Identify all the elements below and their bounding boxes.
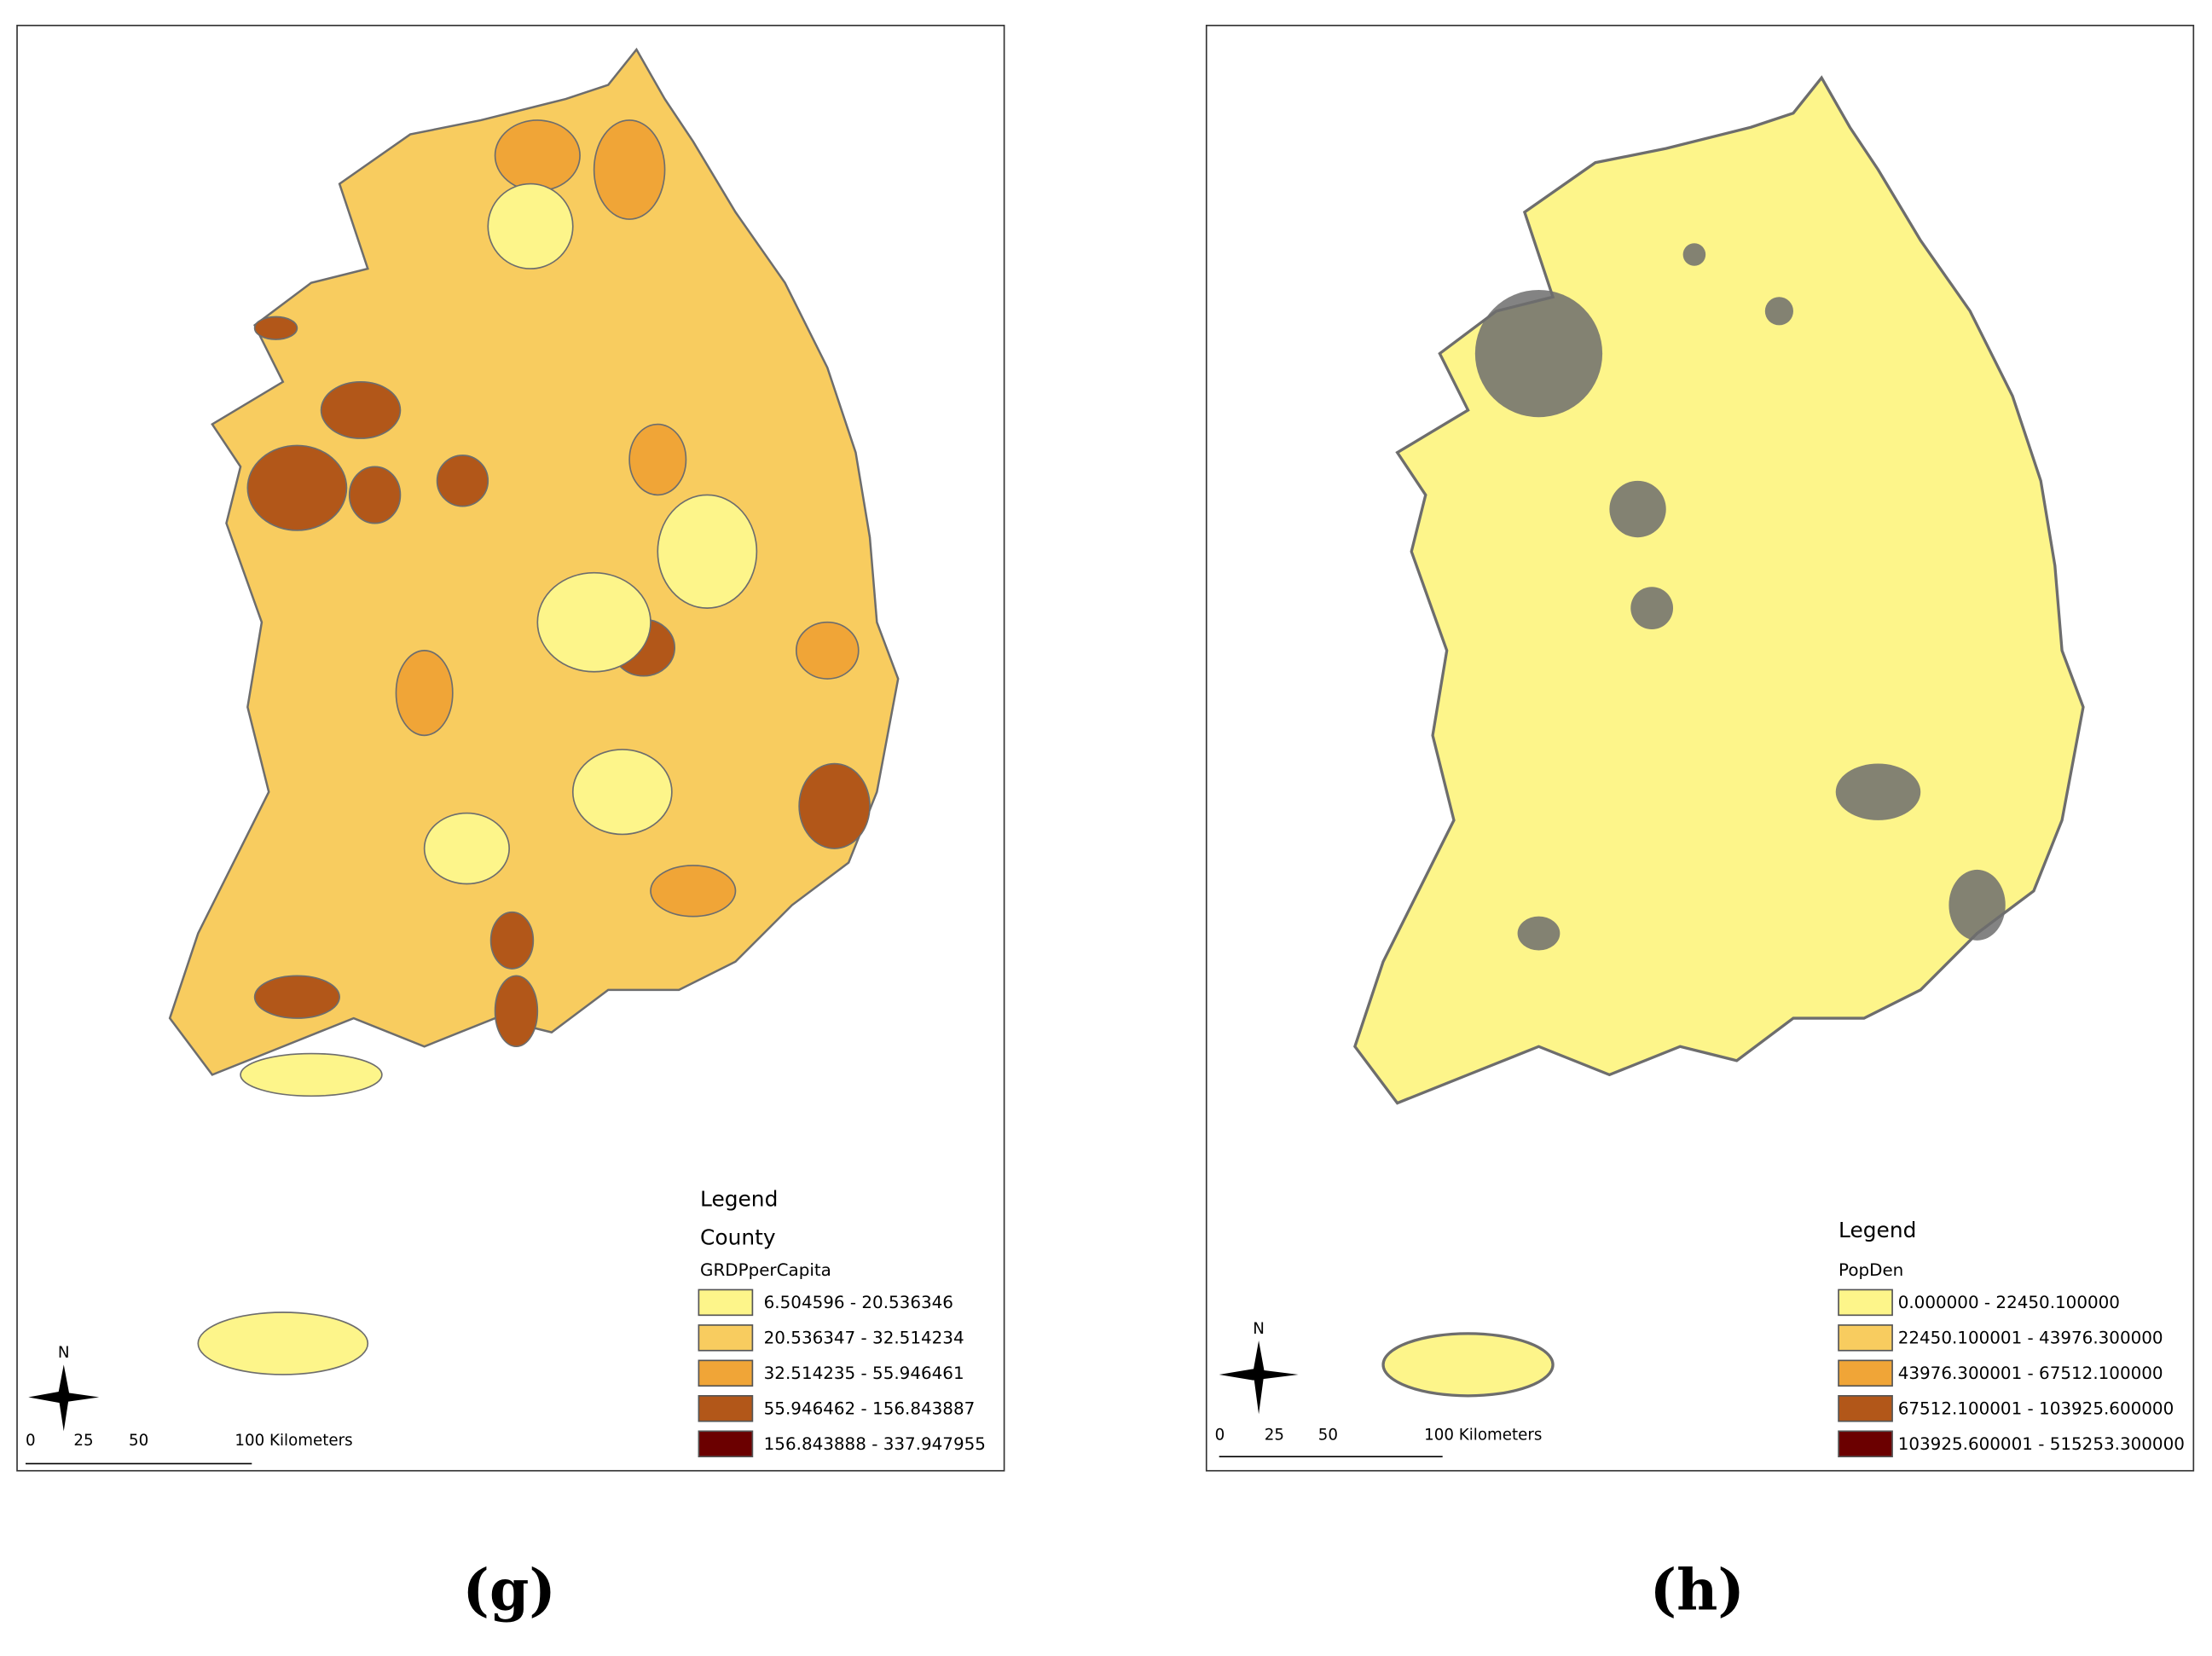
scale-bar: 0 25 50 100 Kilometers bbox=[1215, 1426, 1542, 1457]
legend-label: 103925.600001 - 515253.300000 bbox=[1898, 1434, 2185, 1454]
legend-label: 156.843888 - 337.947955 bbox=[764, 1434, 986, 1454]
scale-label: 50 bbox=[1318, 1426, 1338, 1444]
legend-layer: County bbox=[700, 1225, 776, 1249]
map-regions bbox=[395, 119, 860, 918]
scale-label: 25 bbox=[73, 1432, 93, 1450]
legend-swatch bbox=[698, 1288, 754, 1317]
scale-label: 0 bbox=[1215, 1426, 1225, 1444]
panel-label: (g) bbox=[463, 1556, 556, 1623]
legend-label: 67512.100001 - 103925.600000 bbox=[1898, 1398, 2174, 1418]
north-arrow: N bbox=[28, 1344, 100, 1432]
legend-swatch bbox=[698, 1430, 754, 1457]
legend-title: Legend bbox=[1839, 1218, 1916, 1242]
legend-label: 22450.100001 - 43976.300000 bbox=[1898, 1328, 2163, 1347]
legend: 0.000000 - 22450.100000 22450.100001 - 43… bbox=[1838, 1288, 2185, 1457]
map-regions bbox=[240, 182, 758, 1097]
legend-label: 55.946462 - 156.843887 bbox=[764, 1398, 976, 1418]
jeju-island bbox=[1381, 1332, 1555, 1398]
scale-label: 0 bbox=[26, 1432, 36, 1450]
legend-label: 43976.300001 - 67512.100000 bbox=[1898, 1364, 2163, 1383]
panel-label: (h) bbox=[1650, 1556, 1745, 1623]
legend-swatch bbox=[1838, 1359, 1893, 1387]
legend-swatch bbox=[698, 1359, 754, 1387]
legend-label: 0.000000 - 22450.100000 bbox=[1898, 1293, 2120, 1312]
legend-swatch bbox=[698, 1324, 754, 1352]
scale-label: 100 Kilometers bbox=[1424, 1426, 1542, 1444]
legend-swatch bbox=[1838, 1430, 1893, 1457]
legend-field: GRDPperCapita bbox=[700, 1260, 831, 1280]
north-label: N bbox=[1253, 1320, 1265, 1338]
jeju-island bbox=[197, 1311, 369, 1375]
legend-swatch bbox=[1838, 1324, 1893, 1352]
legend-swatch bbox=[1838, 1395, 1893, 1422]
scale-label: 100 Kilometers bbox=[235, 1432, 352, 1450]
legend-field: PopDen bbox=[1839, 1260, 1903, 1280]
legend-label: 20.536347 - 32.514234 bbox=[764, 1328, 964, 1347]
scale-label: 50 bbox=[129, 1432, 148, 1450]
north-arrow: N bbox=[1219, 1320, 1299, 1415]
legend-swatch bbox=[698, 1395, 754, 1422]
legend: 6.504596 - 20.536346 20.536347 - 32.51423… bbox=[698, 1288, 986, 1457]
north-label: N bbox=[58, 1344, 70, 1362]
legend-label: 32.514235 - 55.946461 bbox=[764, 1364, 964, 1383]
legend-swatch bbox=[1838, 1288, 1893, 1317]
scale-label: 25 bbox=[1265, 1426, 1284, 1444]
map-regions bbox=[1474, 243, 2006, 951]
legend-title: Legend bbox=[700, 1187, 778, 1212]
legend-label: 6.504596 - 20.536346 bbox=[764, 1293, 953, 1312]
scale-bar: 0 25 50 100 Kilometers bbox=[25, 1432, 353, 1465]
